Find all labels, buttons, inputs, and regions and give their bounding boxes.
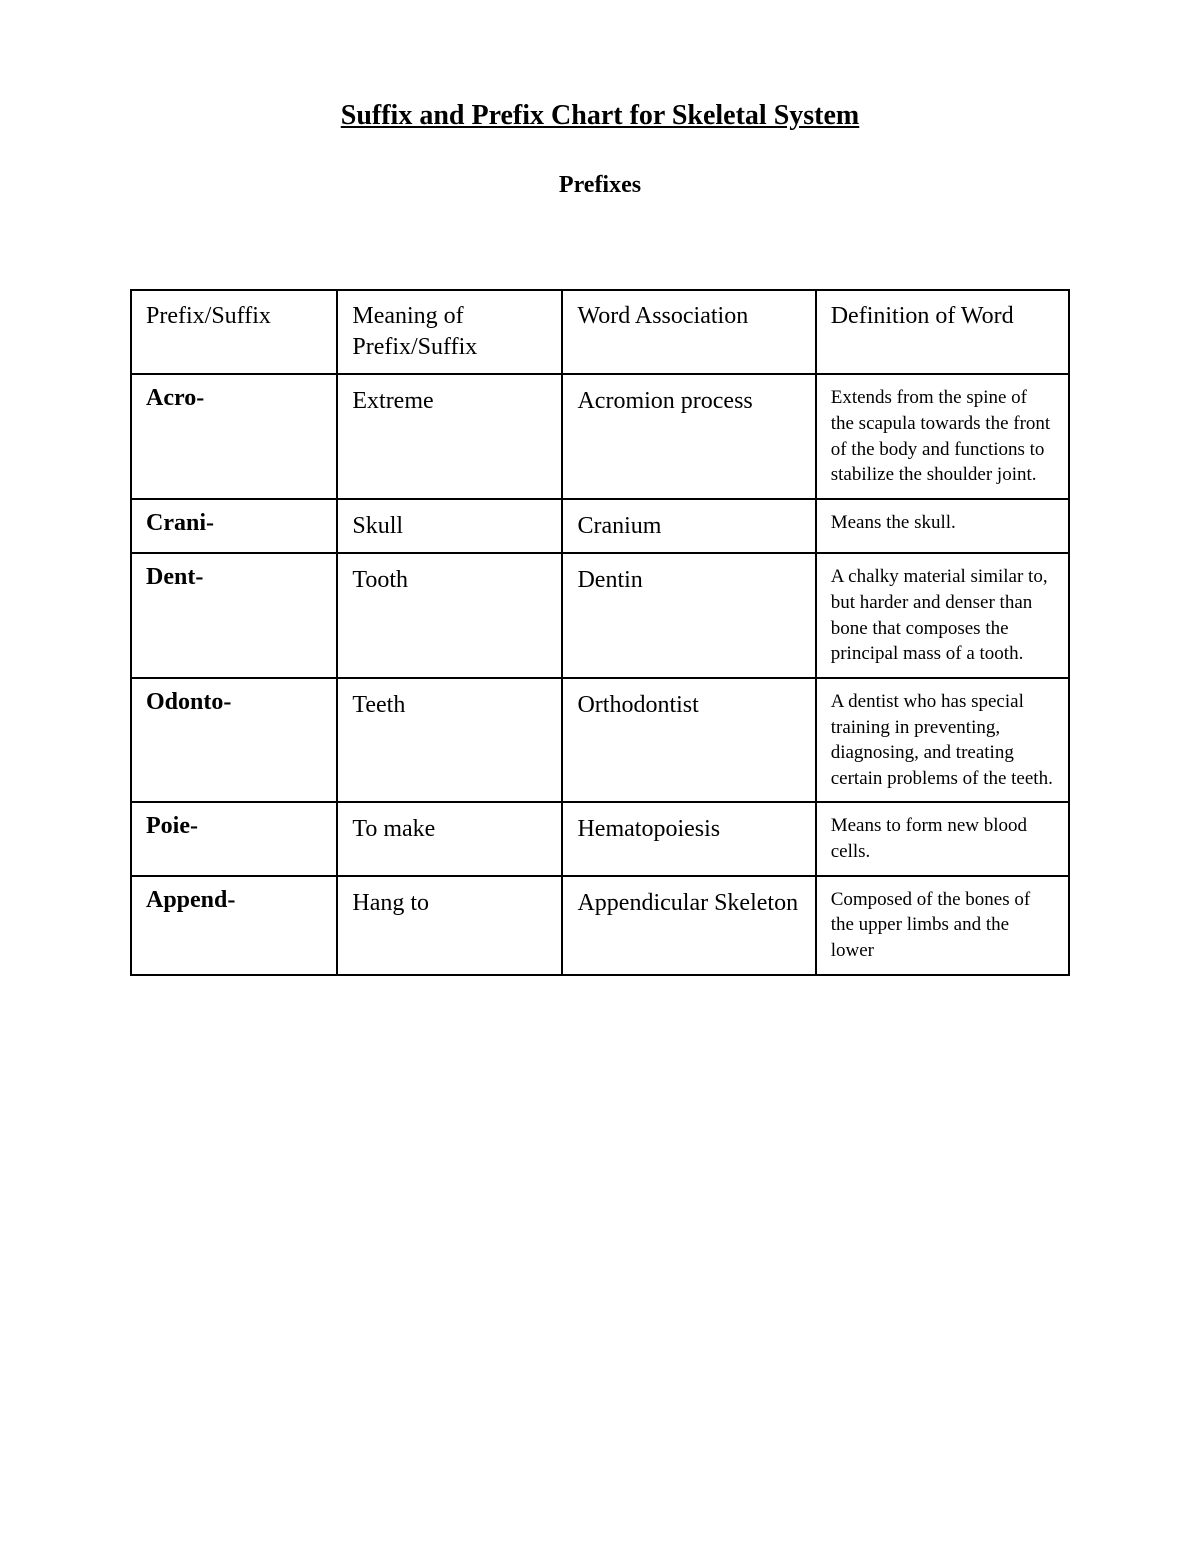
col-header-meaning: Meaning of Prefix/Suffix bbox=[337, 290, 562, 374]
col-header-prefix: Prefix/Suffix bbox=[131, 290, 337, 374]
cell-meaning: Extreme bbox=[337, 374, 562, 499]
table-row: Poie- To make Hematopoiesis Means to for… bbox=[131, 802, 1069, 875]
page-title: Suffix and Prefix Chart for Skeletal Sys… bbox=[130, 100, 1070, 132]
cell-word: Hematopoiesis bbox=[562, 802, 815, 875]
document-page: Suffix and Prefix Chart for Skeletal Sys… bbox=[0, 0, 1200, 1553]
cell-definition: Composed of the bones of the upper limbs… bbox=[816, 876, 1069, 975]
cell-definition: Extends from the spine of the scapula to… bbox=[816, 374, 1069, 499]
table-header-row: Prefix/Suffix Meaning of Prefix/Suffix W… bbox=[131, 290, 1069, 374]
cell-meaning: Skull bbox=[337, 499, 562, 553]
cell-prefix: Append- bbox=[131, 876, 337, 975]
cell-definition: A chalky material similar to, but harder… bbox=[816, 553, 1069, 678]
cell-prefix: Crani- bbox=[131, 499, 337, 553]
table-row: Dent- Tooth Dentin A chalky material sim… bbox=[131, 553, 1069, 678]
cell-meaning: Tooth bbox=[337, 553, 562, 678]
cell-word: Cranium bbox=[562, 499, 815, 553]
cell-definition: Means the skull. bbox=[816, 499, 1069, 553]
cell-definition: A dentist who has special training in pr… bbox=[816, 678, 1069, 803]
col-header-definition: Definition of Word bbox=[816, 290, 1069, 374]
cell-definition: Means to form new blood cells. bbox=[816, 802, 1069, 875]
cell-meaning: To make bbox=[337, 802, 562, 875]
table-row: Odonto- Teeth Orthodontist A dentist who… bbox=[131, 678, 1069, 803]
cell-prefix: Acro- bbox=[131, 374, 337, 499]
prefix-table: Prefix/Suffix Meaning of Prefix/Suffix W… bbox=[130, 289, 1070, 976]
cell-word: Acromion process bbox=[562, 374, 815, 499]
col-header-word: Word Association bbox=[562, 290, 815, 374]
table-row: Crani- Skull Cranium Means the skull. bbox=[131, 499, 1069, 553]
cell-word: Appendicular Skeleton bbox=[562, 876, 815, 975]
cell-prefix: Odonto- bbox=[131, 678, 337, 803]
cell-meaning: Teeth bbox=[337, 678, 562, 803]
table-row: Acro- Extreme Acromion process Extends f… bbox=[131, 374, 1069, 499]
cell-prefix: Dent- bbox=[131, 553, 337, 678]
cell-word: Orthodontist bbox=[562, 678, 815, 803]
cell-word: Dentin bbox=[562, 553, 815, 678]
cell-prefix: Poie- bbox=[131, 802, 337, 875]
cell-meaning: Hang to bbox=[337, 876, 562, 975]
table-row: Append- Hang to Appendicular Skeleton Co… bbox=[131, 876, 1069, 975]
page-subtitle: Prefixes bbox=[130, 172, 1070, 199]
